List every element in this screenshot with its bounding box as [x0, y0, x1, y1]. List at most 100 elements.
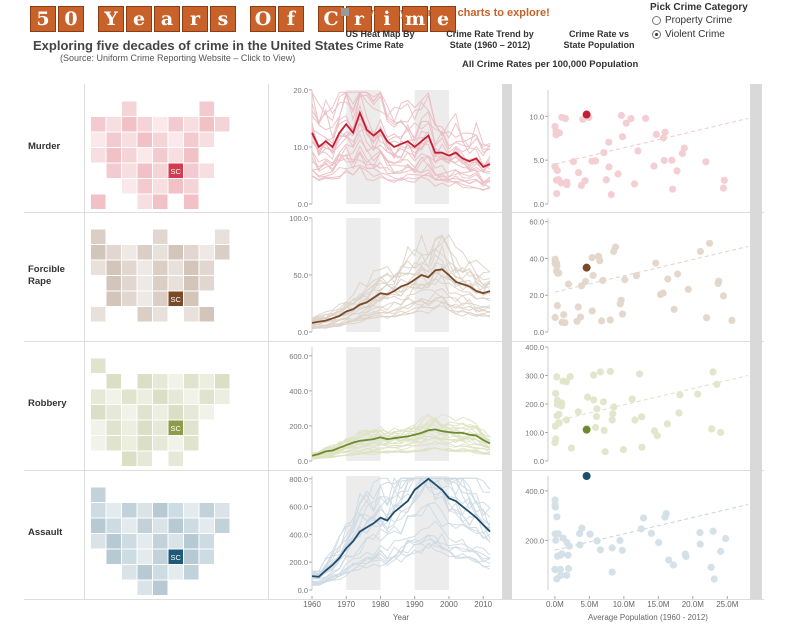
state-point[interactable] [618, 310, 627, 318]
state-point[interactable] [596, 546, 604, 554]
state-point[interactable] [661, 513, 669, 521]
state-point[interactable] [593, 537, 601, 545]
trend-chart-2[interactable]: 0.0 200.0 400.0 600.0 [272, 341, 512, 469]
state-point[interactable] [661, 128, 669, 136]
state-point[interactable] [660, 156, 668, 165]
state-point[interactable] [639, 514, 648, 522]
state-line[interactable] [311, 92, 491, 167]
state-line[interactable] [311, 165, 491, 192]
state-point[interactable] [553, 373, 561, 381]
state-line[interactable] [311, 116, 491, 173]
heat-cell[interactable] [215, 229, 230, 245]
state-line[interactable] [311, 477, 491, 580]
heat-cell[interactable] [199, 405, 215, 420]
heat-cell[interactable] [91, 420, 106, 436]
state-point[interactable] [617, 111, 625, 120]
state-point[interactable] [652, 130, 660, 138]
state-point[interactable] [602, 176, 610, 184]
heat-cell[interactable] [184, 565, 199, 580]
heat-cell[interactable] [199, 117, 215, 132]
heat-cell[interactable] [106, 374, 122, 389]
heat-cell[interactable] [137, 291, 153, 307]
heat-cell[interactable] [137, 260, 153, 276]
heat-cell[interactable] [122, 436, 137, 451]
heat-cell[interactable] [168, 389, 184, 405]
state-point[interactable] [647, 529, 655, 537]
state-point[interactable] [609, 410, 617, 418]
heat-cell[interactable] [137, 436, 153, 451]
state-point[interactable] [551, 313, 559, 322]
heat-cell[interactable] [137, 549, 153, 565]
state-line[interactable] [311, 157, 491, 184]
state-point[interactable] [670, 305, 678, 313]
option-violent-crime[interactable]: Violent Crime [652, 29, 725, 40]
state-point[interactable] [610, 403, 618, 411]
heat-cell[interactable] [168, 117, 184, 132]
state-line[interactable] [311, 90, 491, 157]
state-point[interactable] [566, 373, 574, 381]
heat-map-1[interactable]: SC [88, 212, 268, 340]
radio-violent-icon[interactable] [652, 30, 661, 39]
heat-cell[interactable] [153, 534, 168, 549]
scatter-chart-0[interactable]: 0.0 5.0 10.0 [514, 84, 764, 212]
scrollbar[interactable] [750, 84, 762, 599]
state-point[interactable] [673, 167, 681, 175]
state-line[interactable] [311, 502, 491, 580]
state-point[interactable] [588, 307, 596, 315]
heat-map-2[interactable]: SC [88, 341, 268, 469]
state-point[interactable] [561, 114, 569, 123]
state-point[interactable] [713, 380, 721, 388]
state-point[interactable] [588, 157, 596, 165]
state-point[interactable] [618, 546, 626, 554]
state-point[interactable] [582, 277, 590, 286]
state-point[interactable] [551, 122, 559, 131]
state-point[interactable] [551, 565, 559, 573]
heat-cell[interactable] [153, 291, 168, 307]
heat-cell[interactable] [215, 518, 230, 534]
state-point[interactable] [668, 156, 676, 164]
state-point[interactable] [576, 313, 585, 321]
heat-cell[interactable] [91, 229, 106, 245]
state-point[interactable] [652, 259, 660, 267]
heat-cell[interactable] [122, 276, 137, 291]
state-point[interactable] [559, 377, 567, 385]
state-point[interactable] [608, 544, 616, 552]
state-point[interactable] [578, 524, 586, 532]
heat-cell[interactable] [184, 503, 199, 518]
heat-cell[interactable] [122, 117, 137, 132]
state-point[interactable] [630, 180, 639, 188]
heat-cell[interactable] [184, 163, 199, 179]
state-line[interactable] [311, 437, 491, 458]
heat-cell[interactable] [106, 503, 122, 518]
state-point[interactable] [631, 416, 639, 424]
state-line[interactable] [311, 262, 491, 322]
section-vs-population[interactable]: Crime Rate vs State Population [555, 25, 643, 55]
state-point[interactable] [632, 272, 641, 280]
state-point[interactable] [696, 247, 704, 256]
heat-cell[interactable] [199, 549, 215, 565]
highlight-state-line[interactable] [311, 110, 491, 168]
scrollbar[interactable] [502, 84, 512, 599]
heat-cell[interactable] [91, 436, 106, 451]
state-point[interactable] [590, 371, 598, 379]
heat-map-0[interactable]: SC [88, 84, 268, 212]
heat-cell[interactable] [153, 374, 168, 389]
heat-cell[interactable] [184, 389, 199, 405]
state-line[interactable] [311, 538, 491, 585]
heat-cell[interactable] [184, 245, 199, 260]
state-point[interactable] [599, 398, 608, 406]
source-link[interactable]: (Source: Uniform Crime Reporting Website… [60, 53, 296, 63]
state-line[interactable] [311, 295, 491, 328]
state-line[interactable] [311, 235, 491, 321]
state-point[interactable] [576, 541, 584, 549]
state-line[interactable] [311, 235, 491, 320]
state-point[interactable] [557, 402, 566, 410]
state-line[interactable] [311, 477, 491, 578]
heat-cell[interactable] [153, 405, 168, 420]
state-point[interactable] [581, 177, 589, 185]
state-point[interactable] [659, 134, 667, 142]
heat-cell[interactable] [199, 389, 215, 405]
state-point[interactable] [574, 169, 583, 177]
heat-cell[interactable] [153, 389, 168, 405]
heat-cell[interactable] [184, 260, 199, 276]
